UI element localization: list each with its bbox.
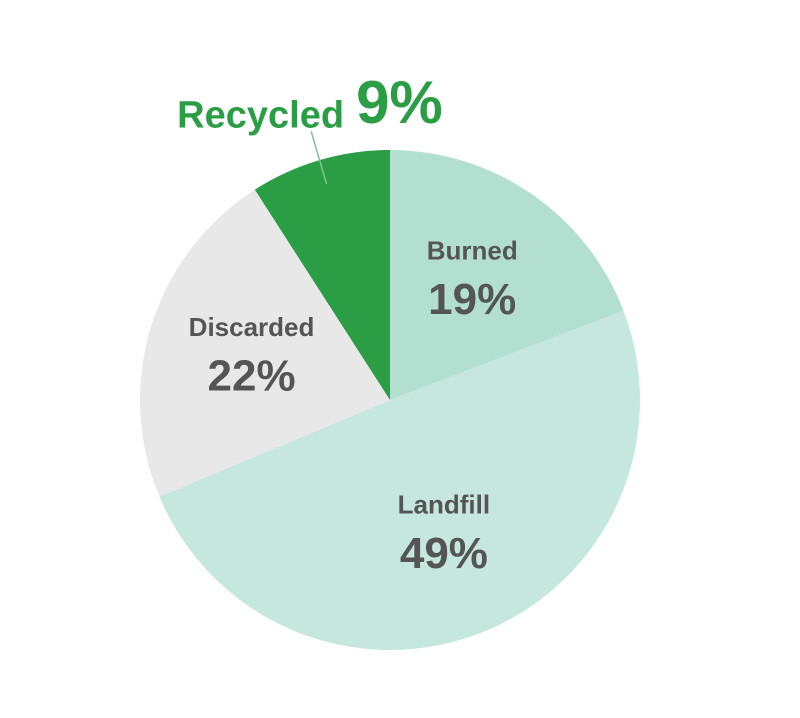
pie-slice (140, 189, 390, 497)
pie-slice (159, 310, 641, 651)
pie-slice (390, 150, 624, 400)
leader-line (310, 131, 328, 185)
slice-value-label: 19% (428, 275, 516, 324)
slice-value-label: 22% (208, 352, 296, 401)
slice-label: Discarded (189, 312, 315, 342)
slice-value-label: 9% (356, 69, 443, 136)
pie-slice (254, 150, 390, 400)
slice-value-label: 49% (400, 529, 488, 578)
slice-label: Landfill (398, 489, 490, 519)
slice-label: Burned (427, 235, 518, 265)
slice-label: Recycled (177, 94, 344, 136)
